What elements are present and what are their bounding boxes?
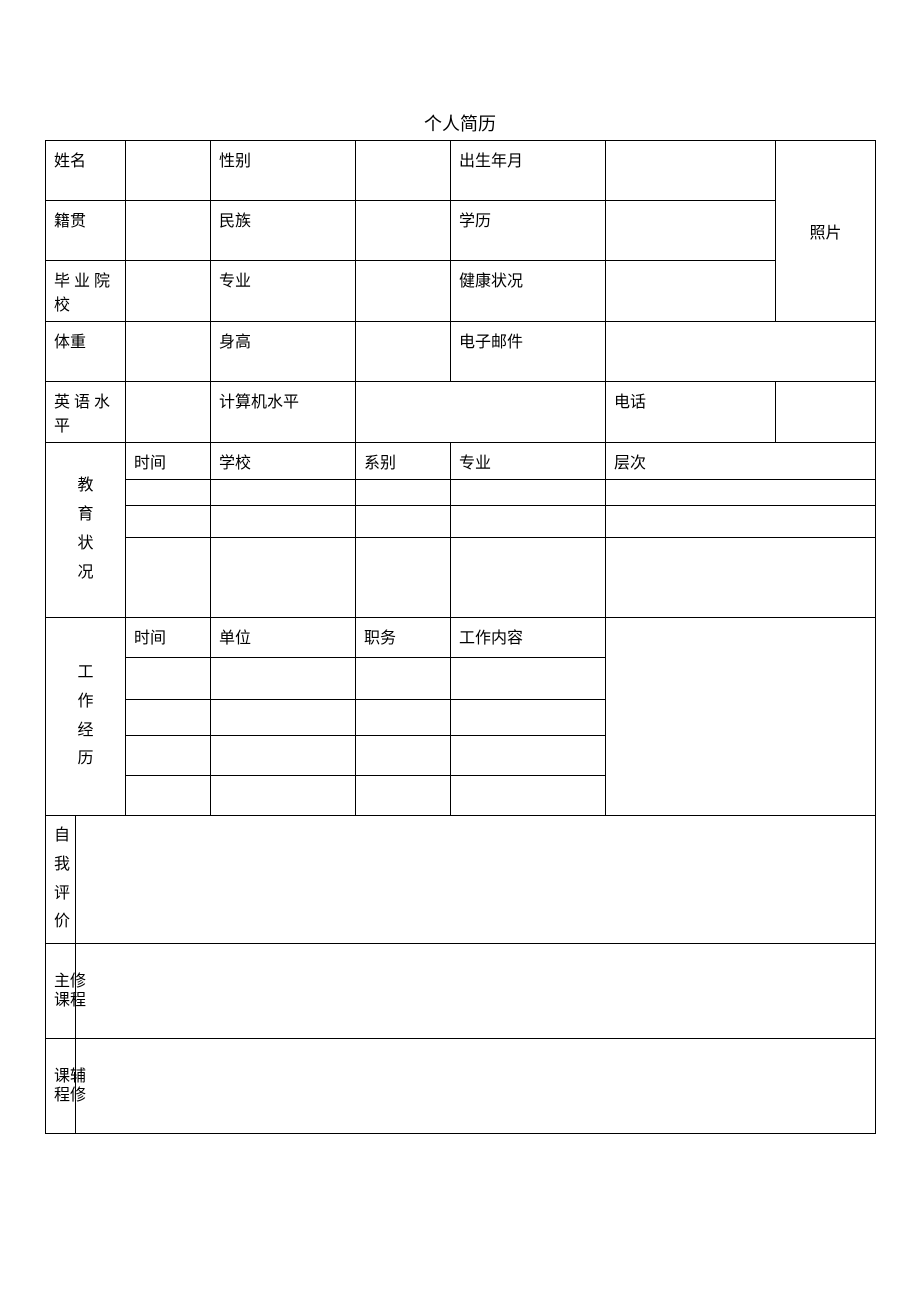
- work-row-cell: [451, 658, 606, 700]
- edu-label: 学历: [451, 201, 606, 261]
- birth-label: 出生年月: [451, 141, 606, 201]
- edu-row-cell: [451, 506, 606, 538]
- work-header-position: 职务: [356, 618, 451, 658]
- edu-header-school: 学校: [211, 443, 356, 480]
- work-row-cell: [451, 776, 606, 816]
- major-label: 专业: [211, 261, 356, 322]
- edu-header-time: 时间: [126, 443, 211, 480]
- work-row-cell: [211, 658, 356, 700]
- name-label: 姓名: [46, 141, 126, 201]
- health-label: 健康状况: [451, 261, 606, 322]
- english-label: 英 语 水平: [46, 382, 126, 443]
- resume-table: 姓名 性别 出生年月 照片 籍贯 民族 学历 毕 业 院校 专业 健康状况 体重…: [45, 140, 876, 1134]
- work-row-cell: [126, 776, 211, 816]
- work-row-cell: [126, 736, 211, 776]
- school-value: [126, 261, 211, 322]
- work-row-cell: [356, 776, 451, 816]
- edu-row-cell: [126, 506, 211, 538]
- edu-row-cell: [606, 538, 876, 618]
- self-eval-value: [76, 816, 876, 944]
- phone-label: 电话: [606, 382, 776, 443]
- edu-row-cell: [211, 538, 356, 618]
- major-value: [356, 261, 451, 322]
- edu-header-dept: 系别: [356, 443, 451, 480]
- ethnic-label: 民族: [211, 201, 356, 261]
- weight-label: 体重: [46, 322, 126, 382]
- work-header-unit: 单位: [211, 618, 356, 658]
- edu-row-cell: [356, 538, 451, 618]
- work-row-cell: [356, 658, 451, 700]
- work-row-cell: [126, 658, 211, 700]
- ethnic-value: [356, 201, 451, 261]
- weight-value: [126, 322, 211, 382]
- work-row-cell: [126, 700, 211, 736]
- height-label: 身高: [211, 322, 356, 382]
- computer-label: 计算机水平: [211, 382, 356, 443]
- edu-row-cell: [211, 480, 356, 506]
- edu-row-cell: [606, 506, 876, 538]
- page-title: 个人简历: [45, 110, 875, 136]
- work-row-cell: [211, 736, 356, 776]
- edu-row-cell: [126, 538, 211, 618]
- major-course-value: [76, 944, 876, 1039]
- work-header-content: 工作内容: [451, 618, 606, 658]
- health-value: [606, 261, 776, 322]
- edu-row-cell: [451, 538, 606, 618]
- edu-row-cell: [126, 480, 211, 506]
- gender-label: 性别: [211, 141, 356, 201]
- school-label: 毕 业 院校: [46, 261, 126, 322]
- height-value: [356, 322, 451, 382]
- work-row-cell: [451, 700, 606, 736]
- edu-row-cell: [356, 480, 451, 506]
- work-row-cell: [211, 700, 356, 736]
- edu-value: [606, 201, 776, 261]
- photo-cell: 照片: [776, 141, 876, 322]
- edu-row-cell: [451, 480, 606, 506]
- english-value: [126, 382, 211, 443]
- major-course-label: 主课 修程: [46, 944, 76, 1039]
- birth-value: [606, 141, 776, 201]
- edu-header-major: 专业: [451, 443, 606, 480]
- minor-course-value: [76, 1039, 876, 1134]
- computer-value: [356, 382, 606, 443]
- name-value: [126, 141, 211, 201]
- edu-header-level: 层次: [606, 443, 876, 480]
- edu-row-cell: [356, 506, 451, 538]
- phone-value: [776, 382, 876, 443]
- native-value: [126, 201, 211, 261]
- work-section-label: 工 作 经 历: [46, 618, 126, 816]
- work-row-cell: [356, 736, 451, 776]
- work-side-blank: [606, 618, 876, 816]
- email-value: [606, 322, 876, 382]
- edu-row-cell: [606, 480, 876, 506]
- work-header-time: 时间: [126, 618, 211, 658]
- work-row-cell: [356, 700, 451, 736]
- education-section-label: 教 育 状 况: [46, 443, 126, 618]
- gender-value: [356, 141, 451, 201]
- minor-course-label: 课程 辅修: [46, 1039, 76, 1134]
- native-label: 籍贯: [46, 201, 126, 261]
- email-label: 电子邮件: [451, 322, 606, 382]
- work-row-cell: [451, 736, 606, 776]
- work-row-cell: [211, 776, 356, 816]
- self-eval-label: 自我评价: [46, 816, 76, 944]
- edu-row-cell: [211, 506, 356, 538]
